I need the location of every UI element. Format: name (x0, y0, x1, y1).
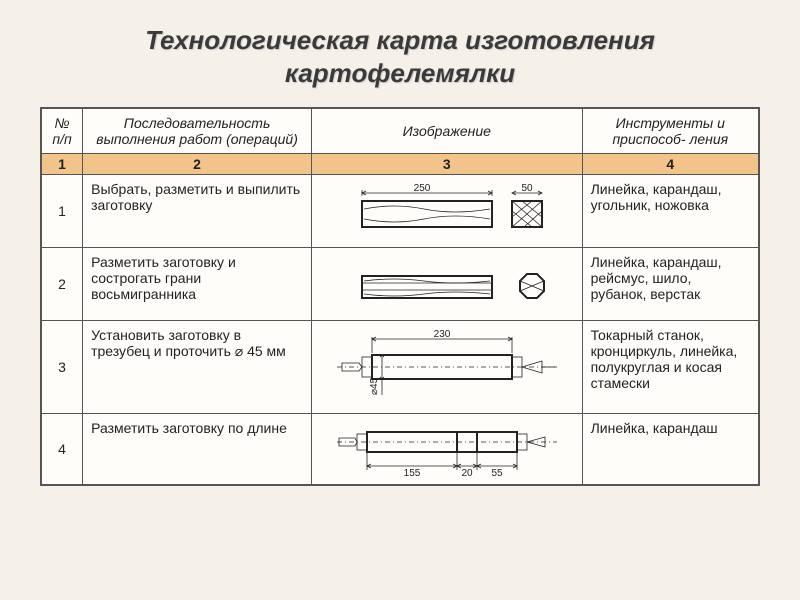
slide: Технологическая карта изготовления карто… (0, 0, 800, 600)
row3-op: Установить заготовку в трезубец и проточ… (83, 321, 312, 414)
row3-tools: Токарный станок, кронциркуль, линейка, п… (582, 321, 759, 414)
table-row: 3 Установить заготовку в трезубец и прот… (41, 321, 759, 414)
row3-num: 3 (41, 321, 83, 414)
number-row: 1 2 3 4 (41, 154, 759, 175)
drawing-octagon-bar (332, 254, 562, 314)
drawing-lathe: 230 (327, 327, 567, 407)
colnum-3: 3 (312, 154, 583, 175)
table-row: 2 Разметить заготовку и сострогать грани… (41, 248, 759, 321)
svg-text:⌀45: ⌀45 (369, 377, 380, 395)
colnum-1: 1 (41, 154, 83, 175)
col-tools-header: Инструменты и приспособ- ления (582, 108, 759, 154)
row2-num: 2 (41, 248, 83, 321)
row4-drawing: 155 20 55 (312, 414, 583, 486)
colnum-4: 4 (582, 154, 759, 175)
row3-drawing: 230 (312, 321, 583, 414)
page-title: Технологическая карта изготовления карто… (40, 24, 760, 89)
drawing-blank: 250 50 (332, 181, 562, 241)
row1-tools: Линейка, карандаш, угольник, ножовка (582, 175, 759, 248)
svg-text:155: 155 (403, 468, 420, 478)
table-row: 4 Разметить заготовку по длине (41, 414, 759, 486)
col-num-header: № п/п (41, 108, 83, 154)
header-row: № п/п Последовательность выполнения рабо… (41, 108, 759, 154)
row1-num: 1 (41, 175, 83, 248)
svg-text:55: 55 (491, 468, 503, 478)
svg-text:20: 20 (461, 468, 473, 478)
svg-text:50: 50 (521, 183, 533, 194)
row4-op: Разметить заготовку по длине (83, 414, 312, 486)
col-img-header: Изображение (312, 108, 583, 154)
row2-op: Разметить заготовку и сострогать грани в… (83, 248, 312, 321)
row1-op: Выбрать, разметить и выпилить заготовку (83, 175, 312, 248)
row2-drawing (312, 248, 583, 321)
row4-num: 4 (41, 414, 83, 486)
process-table: № п/п Последовательность выполнения рабо… (40, 107, 760, 486)
drawing-marked: 155 20 55 (327, 420, 567, 478)
row2-tools: Линейка, карандаш, рейсмус, шило, рубано… (582, 248, 759, 321)
row4-tools: Линейка, карандаш (582, 414, 759, 486)
row1-drawing: 250 50 (312, 175, 583, 248)
svg-text:230: 230 (433, 329, 450, 340)
table-row: 1 Выбрать, разметить и выпилить заготовк… (41, 175, 759, 248)
svg-text:250: 250 (413, 183, 430, 194)
colnum-2: 2 (83, 154, 312, 175)
col-op-header: Последовательность выполнения работ (опе… (83, 108, 312, 154)
